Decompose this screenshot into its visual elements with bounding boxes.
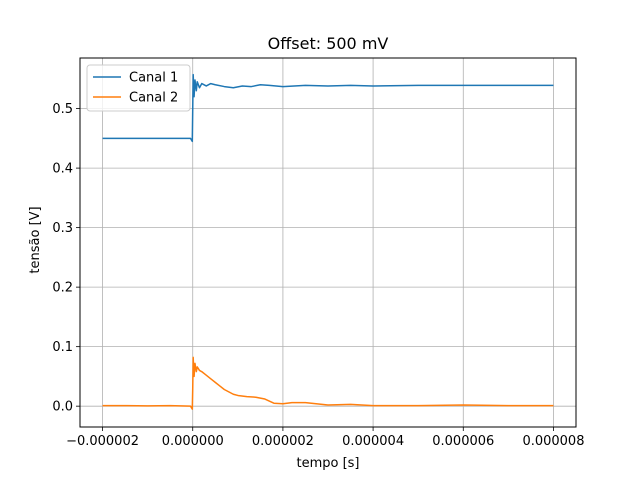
chart-title: Offset: 500 mV [268,34,389,53]
y-tick-label: 0.4 [52,162,73,177]
x-tick-label: −0.000002 [66,434,139,449]
axes-frame [79,57,577,428]
plot-area: −0.000002 0.000000 0.000002 0.000004 0.00000… [52,57,584,449]
x-axis-label: tempo [s] [296,456,359,471]
x-tick-label: 0.000008 [522,434,584,449]
x-tick-label: 0.000004 [342,434,404,449]
x-tick-label: 0.000002 [252,434,314,449]
x-tick-label: 0.000000 [162,434,224,449]
grid-layer [80,58,576,427]
tick-layer: −0.000002 0.000000 0.000002 0.000004 0.00000… [52,102,584,449]
y-tick-label: 0.0 [52,400,73,415]
legend: Canal 1 Canal 2 [86,64,191,112]
y-tick-label: 0.3 [52,221,73,236]
y-tick-label: 0.2 [52,281,73,296]
x-tick-label: 0.000006 [432,434,494,449]
y-axis-label: tensão [V] [28,206,43,273]
legend-label-1: Canal 1 [129,71,178,86]
series-line-1 [102,73,554,143]
y-tick-label: 0.5 [52,102,73,117]
y-tick-label: 0.1 [52,340,73,355]
legend-label-2: Canal 2 [129,91,178,106]
series-line-2 [102,356,554,410]
series-layer [102,73,554,410]
